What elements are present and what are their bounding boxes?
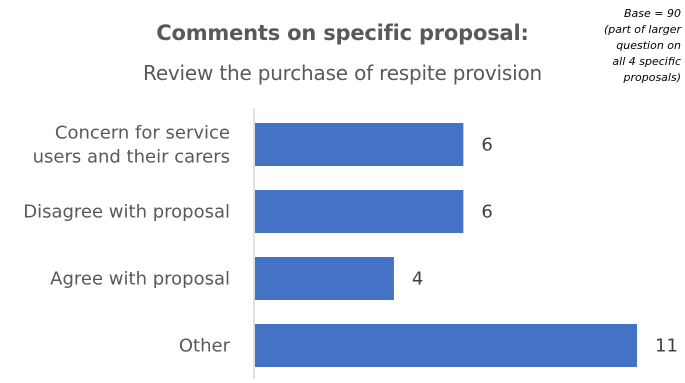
- category-label: Other: [179, 336, 231, 357]
- base-note-line: all 4 specific: [612, 55, 681, 68]
- data-label: 11: [655, 336, 678, 357]
- base-note-line: question on: [616, 39, 681, 52]
- bar: [255, 190, 464, 233]
- category-label-line: Disagree with proposal: [23, 202, 230, 223]
- category-label-line: Concern for service: [55, 123, 230, 144]
- base-note-line: (part of larger: [603, 23, 681, 36]
- data-label: 6: [481, 202, 492, 223]
- bar: [255, 324, 637, 367]
- category-label-line: Agree with proposal: [50, 269, 230, 290]
- base-note: Base = 90 (part of larger question on al…: [561, 6, 681, 86]
- base-note-line: Base = 90: [624, 7, 681, 20]
- category-label: Agree with proposal: [50, 269, 230, 290]
- chart-subtitle: Review the purchase of respite provision: [143, 61, 542, 85]
- data-label: 4: [412, 269, 423, 290]
- category-label-line: Other: [179, 336, 231, 357]
- base-note-line: proposals): [623, 71, 682, 84]
- category-label-line: users and their carers: [33, 147, 230, 168]
- data-label: 6: [481, 135, 492, 156]
- chart-title: Comments on specific proposal:: [156, 21, 529, 45]
- category-label: Disagree with proposal: [23, 202, 230, 223]
- bar: [255, 257, 394, 300]
- category-label: Concern for service users and their carer…: [33, 123, 230, 168]
- bar: [255, 123, 464, 166]
